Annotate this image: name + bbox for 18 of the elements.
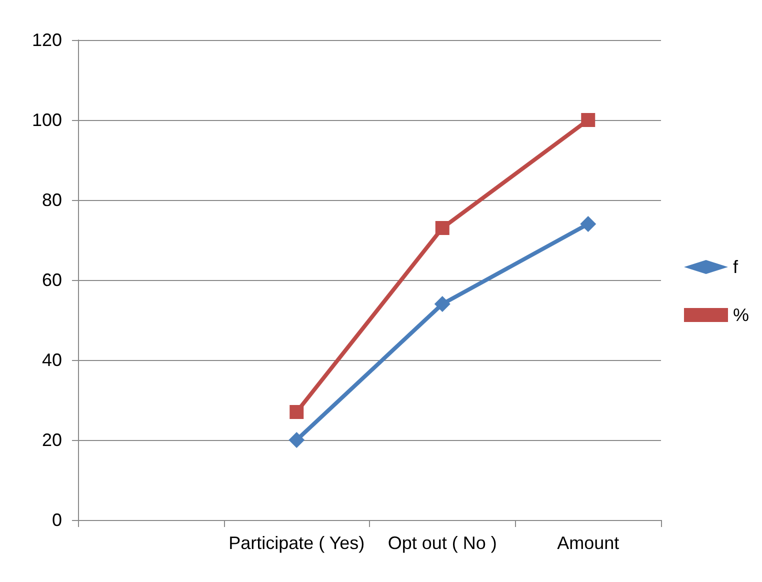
y-tick-label: 80 <box>42 190 62 210</box>
y-tick-label: 0 <box>52 510 62 530</box>
legend-label: % <box>732 305 750 325</box>
y-tick-label: 120 <box>32 30 62 50</box>
x-tick-label: Amount <box>557 533 620 553</box>
legend-label: f <box>732 257 739 277</box>
point <box>580 216 596 232</box>
y-tick-label: 100 <box>32 110 62 130</box>
x-tick-label: Participate ( Yes) <box>228 533 365 553</box>
y-tick-label: 60 <box>42 270 62 290</box>
y-tick-label: 20 <box>42 430 62 450</box>
point <box>290 405 304 419</box>
point <box>288 432 305 448</box>
point <box>434 296 450 312</box>
y-tick-label: 40 <box>42 350 62 370</box>
point <box>581 113 596 127</box>
point <box>435 221 450 235</box>
x-tick-label: Opt out ( No ) <box>388 533 497 553</box>
